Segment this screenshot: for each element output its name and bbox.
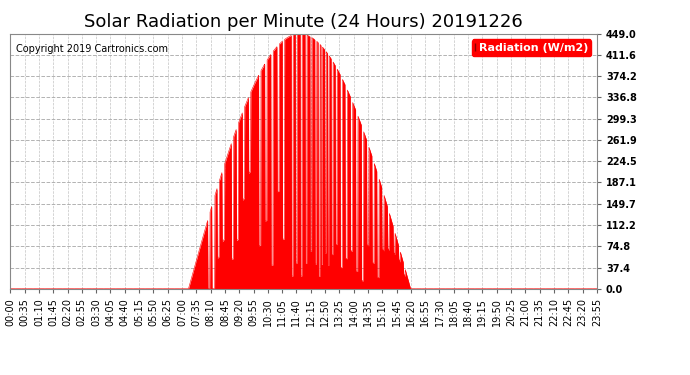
Legend: Radiation (W/m2): Radiation (W/m2) — [472, 39, 591, 56]
Title: Solar Radiation per Minute (24 Hours) 20191226: Solar Radiation per Minute (24 Hours) 20… — [84, 13, 523, 31]
Text: Copyright 2019 Cartronics.com: Copyright 2019 Cartronics.com — [17, 44, 168, 54]
